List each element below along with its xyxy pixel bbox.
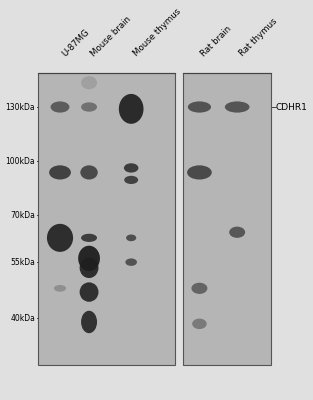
Ellipse shape [126, 234, 136, 241]
Ellipse shape [80, 282, 99, 302]
Ellipse shape [47, 224, 73, 252]
Ellipse shape [192, 319, 207, 329]
Text: 70kDa: 70kDa [10, 211, 35, 220]
Text: 130kDa: 130kDa [6, 102, 35, 112]
Text: Mouse brain: Mouse brain [89, 14, 133, 58]
Ellipse shape [81, 234, 97, 242]
Text: 40kDa: 40kDa [10, 314, 35, 323]
Ellipse shape [229, 227, 245, 238]
Ellipse shape [49, 165, 71, 180]
Ellipse shape [81, 76, 97, 89]
Text: Rat brain: Rat brain [199, 24, 233, 58]
Ellipse shape [187, 165, 212, 180]
Ellipse shape [225, 101, 249, 113]
Ellipse shape [80, 258, 99, 278]
Ellipse shape [119, 94, 144, 124]
Ellipse shape [124, 163, 138, 173]
Ellipse shape [80, 165, 98, 180]
Ellipse shape [78, 246, 100, 271]
Text: U-87MG: U-87MG [60, 28, 91, 58]
Ellipse shape [124, 176, 138, 184]
Ellipse shape [81, 102, 97, 112]
Text: 100kDa: 100kDa [6, 157, 35, 166]
Ellipse shape [54, 285, 66, 292]
Text: Mouse thymus: Mouse thymus [131, 7, 182, 58]
Text: CDHR1: CDHR1 [276, 102, 308, 112]
Bar [183, 73, 270, 365]
Ellipse shape [192, 283, 208, 294]
Ellipse shape [51, 101, 69, 113]
Text: Rat thymus: Rat thymus [237, 17, 279, 58]
Ellipse shape [126, 258, 137, 266]
Ellipse shape [81, 311, 97, 333]
Bar [38, 73, 175, 365]
Ellipse shape [188, 101, 211, 113]
Text: 55kDa: 55kDa [10, 258, 35, 267]
